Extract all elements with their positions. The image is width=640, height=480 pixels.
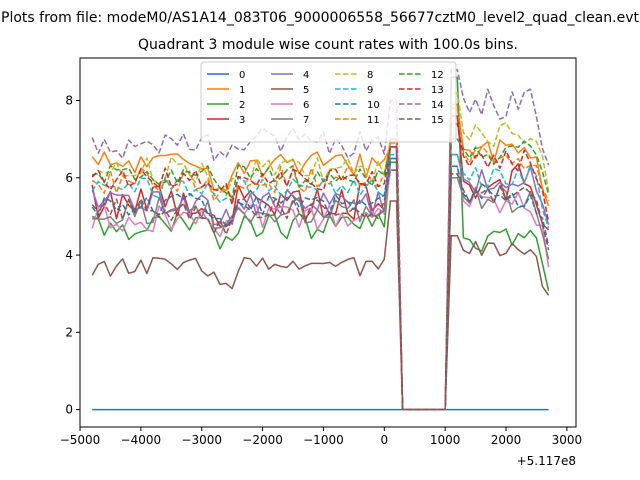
legend-label-8: 8 bbox=[367, 70, 373, 81]
series-line-6 bbox=[91, 165, 550, 411]
x-tick-label: 1000 bbox=[430, 433, 461, 447]
chart-title: Quadrant 3 module wise count rates with … bbox=[138, 37, 518, 53]
y-tick-label: 8 bbox=[65, 94, 73, 108]
legend-label-5: 5 bbox=[303, 85, 309, 96]
x-tick-label: −2000 bbox=[242, 433, 283, 447]
legend-label-2: 2 bbox=[239, 100, 245, 111]
series-line-2 bbox=[91, 76, 550, 411]
x-tick-label: 3000 bbox=[552, 433, 583, 447]
x-tick-label: −4000 bbox=[121, 433, 162, 447]
legend-label-7: 7 bbox=[303, 115, 309, 126]
x-axis: −5000 −4000 −3000 −2000 −1000 0 1000 2000 3000 bbox=[60, 427, 582, 447]
legend-label-6: 6 bbox=[303, 100, 309, 111]
legend-label-0: 0 bbox=[239, 70, 245, 81]
series-line-15 bbox=[91, 169, 550, 411]
y-axis: 0 2 4 6 8 bbox=[65, 94, 80, 417]
series-line-10 bbox=[91, 157, 550, 411]
series-line-8 bbox=[91, 92, 550, 411]
axes-frame bbox=[79, 57, 577, 428]
legend-label-15: 15 bbox=[431, 115, 444, 126]
legend-label-3: 3 bbox=[239, 115, 245, 126]
x-tick-label: 2000 bbox=[491, 433, 522, 447]
legend-label-13: 13 bbox=[431, 85, 444, 96]
legend-label-14: 14 bbox=[431, 100, 444, 111]
legend-label-9: 9 bbox=[367, 85, 373, 96]
x-tick-label: 0 bbox=[380, 433, 388, 447]
legend-box bbox=[200, 61, 457, 143]
legend-label-4: 4 bbox=[303, 70, 309, 81]
x-tick-label: −3000 bbox=[181, 433, 222, 447]
legend-label-12: 12 bbox=[431, 70, 444, 81]
y-tick-label: 4 bbox=[65, 248, 73, 262]
legend-label-1: 1 bbox=[239, 85, 245, 96]
legend-label-11: 11 bbox=[367, 115, 380, 126]
y-tick-label: 6 bbox=[65, 171, 73, 185]
chart-suptitle: Plots from file: modeM0/AS1A14_083T06_90… bbox=[1, 10, 639, 26]
x-tick-label: −5000 bbox=[60, 433, 101, 447]
series-layer bbox=[91, 68, 550, 411]
series-line-5 bbox=[91, 200, 550, 411]
legend-label-10: 10 bbox=[367, 100, 380, 111]
plot-area: −5000 −4000 −3000 −2000 −1000 0 1000 2000 3000 0… bbox=[60, 57, 582, 468]
series-line-9 bbox=[91, 153, 550, 411]
y-tick-label: 2 bbox=[65, 325, 73, 339]
x-offset-label: +5.117e8 bbox=[517, 454, 576, 468]
y-tick-label: 0 bbox=[65, 403, 73, 417]
series-line-13 bbox=[91, 122, 550, 411]
x-tick-label: −1000 bbox=[303, 433, 344, 447]
